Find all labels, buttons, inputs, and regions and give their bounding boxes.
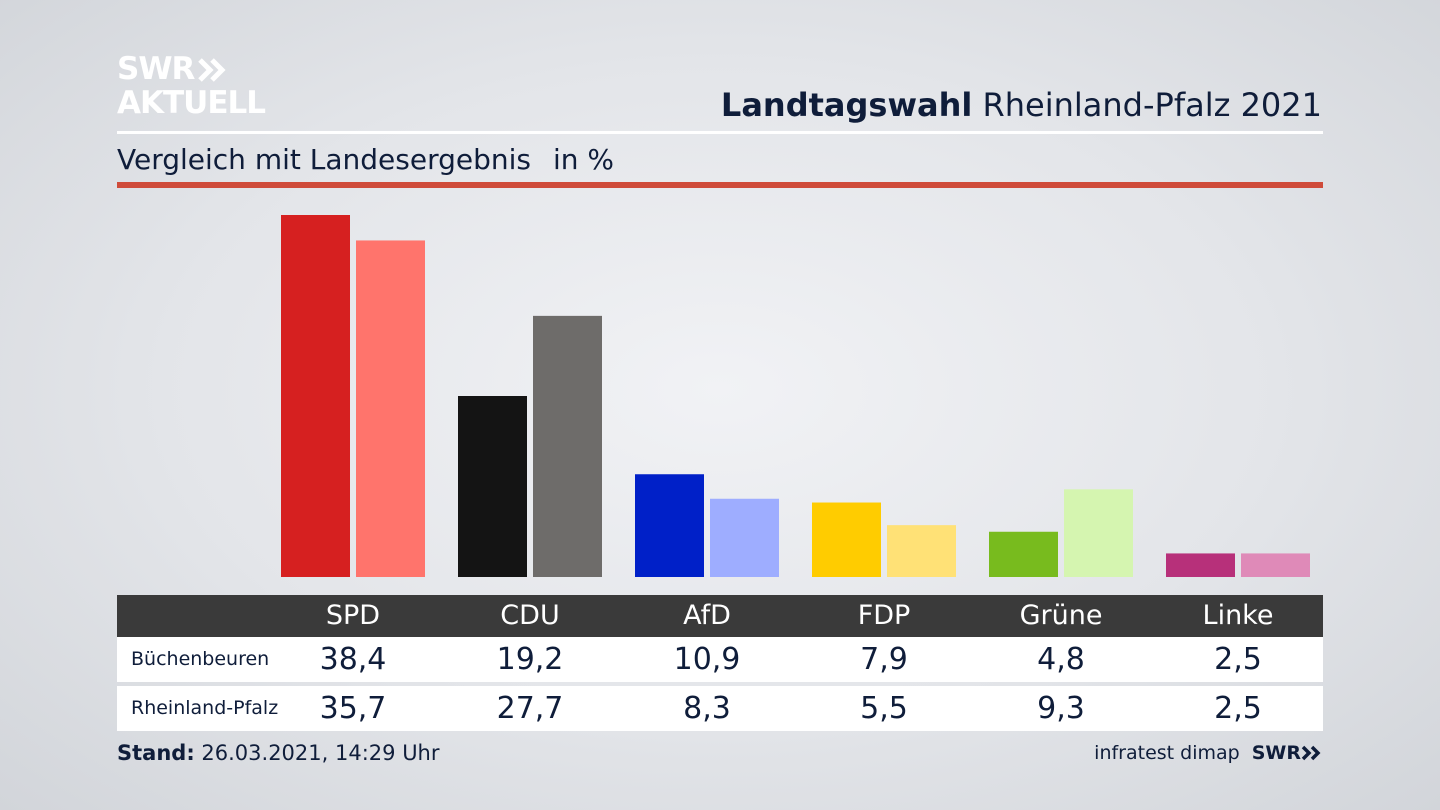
accent-divider xyxy=(117,182,1323,188)
double-chevron-right-icon xyxy=(198,57,226,82)
bar-afd-buechenbeuren xyxy=(635,474,704,577)
source-credit: infratest dimap SWR xyxy=(1094,742,1323,764)
logo-line1: SWR xyxy=(117,51,195,87)
table-cell: 2,5 xyxy=(1214,691,1262,726)
title-bold: Landtagswahl xyxy=(720,86,973,124)
column-header: Grüne xyxy=(1019,600,1103,631)
bar-grne-buechenbeuren xyxy=(989,531,1058,577)
table-header-row: SPD CDU AfD FDP Grüne Linke xyxy=(117,595,1323,637)
bar-spd-buechenbeuren xyxy=(281,215,350,577)
subtitle-text: Vergleich mit Landesergebnis xyxy=(117,143,531,176)
column-header: FDP xyxy=(857,600,911,631)
bar-linke-buechenbeuren xyxy=(1166,553,1235,577)
table-cell: 7,9 xyxy=(860,642,908,677)
bar-chart xyxy=(281,215,1310,577)
bar-spd-rheinland-pfalz xyxy=(356,240,425,577)
bar-cdu-rheinland-pfalz xyxy=(533,315,602,577)
source-label: infratest dimap xyxy=(1094,742,1240,764)
column-header: Linke xyxy=(1202,600,1274,631)
table-cell: 2,5 xyxy=(1214,642,1262,677)
bar-linke-rheinland-pfalz xyxy=(1241,553,1310,577)
timestamp: Stand: 26.03.2021, 14:29 Uhr xyxy=(117,741,440,765)
table-cell: 8,3 xyxy=(683,691,731,726)
chart-subtitle: Vergleich mit Landesergebnis in % xyxy=(117,143,614,176)
subtitle-unit: in % xyxy=(552,143,615,176)
column-header: AfD xyxy=(683,600,731,631)
column-header: CDU xyxy=(500,600,560,631)
table-cell: 10,9 xyxy=(673,642,741,677)
table-row: Rheinland-Pfalz 35,7 27,7 8,3 5,5 9,3 2,5 xyxy=(117,686,1323,731)
double-chevron-right-icon xyxy=(1301,745,1321,761)
swr-brand: SWR xyxy=(1252,742,1323,764)
table-cell: 9,3 xyxy=(1037,691,1085,726)
bar-fdp-rheinland-pfalz xyxy=(887,525,956,577)
table-cell: 19,2 xyxy=(496,642,564,677)
stand-value: 26.03.2021, 14:29 Uhr xyxy=(201,741,440,765)
table-row: Büchenbeuren 38,4 19,2 10,9 7,9 4,8 2,5 xyxy=(117,637,1323,682)
bar-cdu-buechenbeuren xyxy=(458,396,527,577)
bar-afd-rheinland-pfalz xyxy=(710,498,779,577)
table-cell: 38,4 xyxy=(319,642,387,677)
stand-label: Stand: xyxy=(117,741,195,765)
brand-label: SWR xyxy=(1251,742,1301,764)
logo-line2: AKTUELL xyxy=(117,85,266,121)
title-divider xyxy=(117,131,1323,134)
page-title: Landtagswahl Rheinland-Pfalz 2021 xyxy=(721,86,1322,124)
row-label: Büchenbeuren xyxy=(131,648,270,670)
table-cell: 27,7 xyxy=(496,691,564,726)
bar-grne-rheinland-pfalz xyxy=(1064,489,1133,577)
swr-aktuell-logo: SWR AKTUELL xyxy=(117,51,266,121)
column-header: SPD xyxy=(325,600,381,631)
row-label: Rheinland-Pfalz xyxy=(131,697,279,719)
table-cell: 4,8 xyxy=(1037,642,1085,677)
title-rest: Rheinland-Pfalz 2021 xyxy=(982,86,1322,124)
table-cell: 35,7 xyxy=(319,691,387,726)
table-cell: 5,5 xyxy=(860,691,908,726)
results-table: SPD CDU AfD FDP Grüne Linke Büchenbeuren 38,4… xyxy=(117,595,1323,731)
bar-fdp-buechenbeuren xyxy=(812,502,881,577)
